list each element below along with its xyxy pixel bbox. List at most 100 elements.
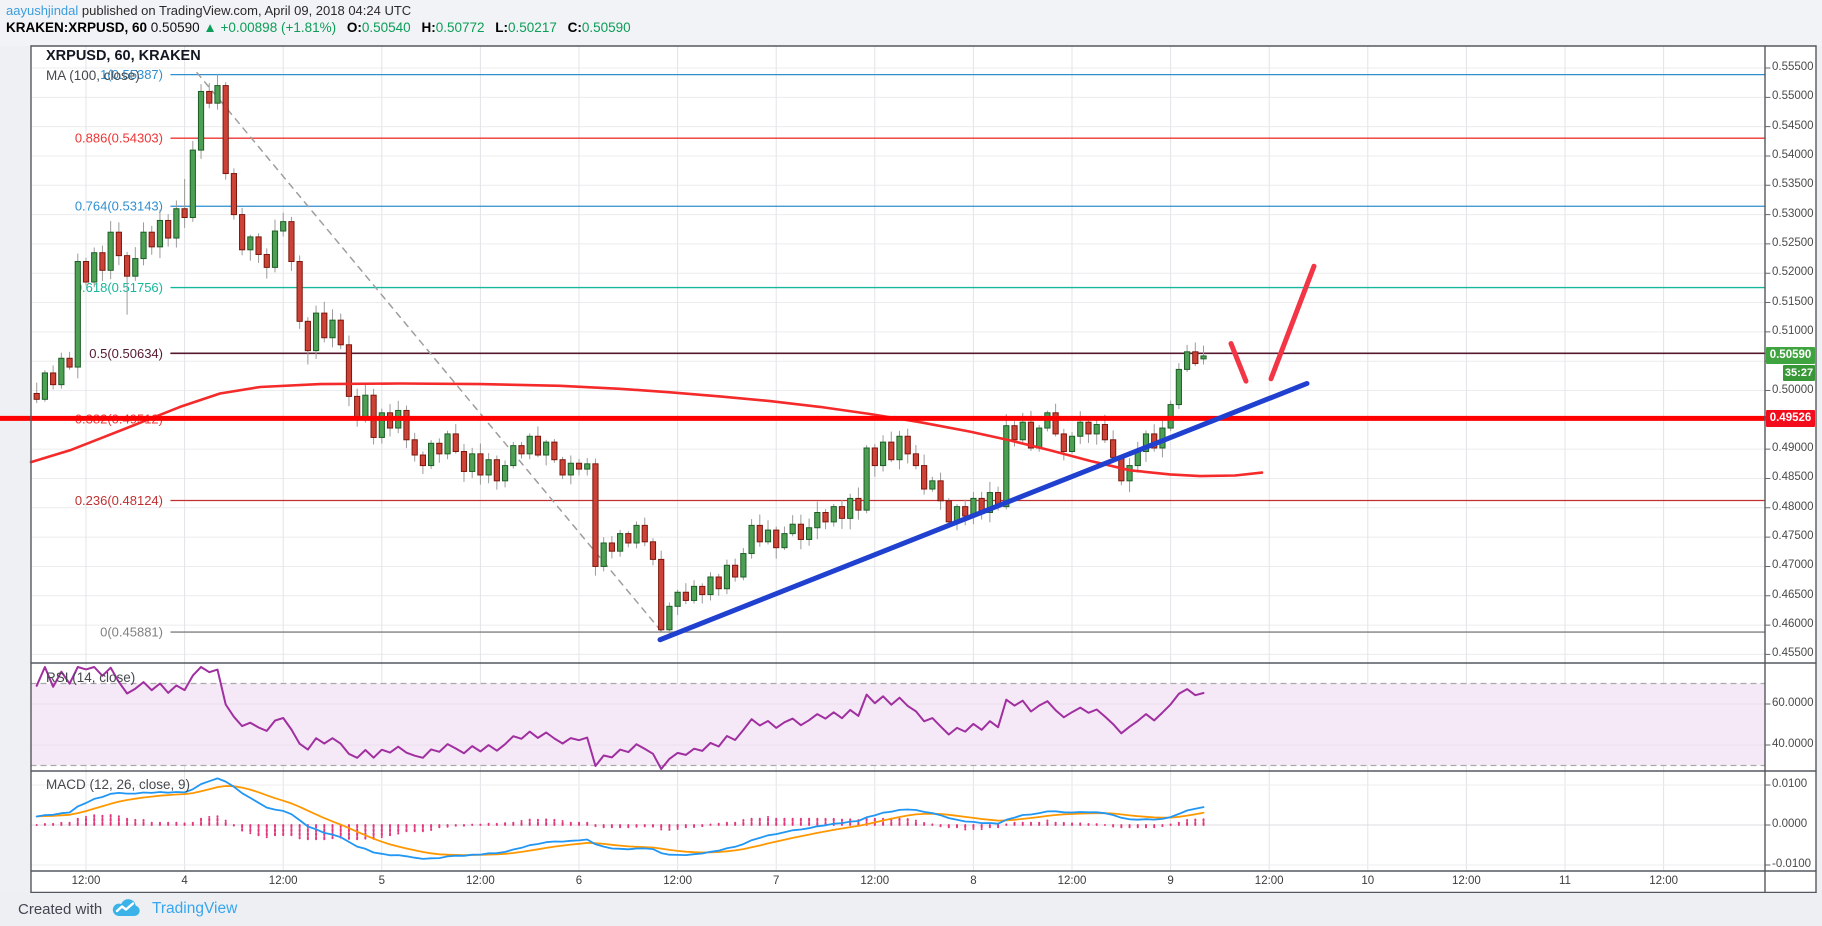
price-axis-label[interactable]: 0.46500: [1772, 588, 1814, 601]
macd-axis-label[interactable]: 0.0100: [1772, 778, 1808, 790]
price-axis-label[interactable]: 0.54500: [1772, 119, 1814, 132]
red-breakout-arrow: [1268, 263, 1317, 382]
fib-label: 0.236(0.48124): [75, 493, 163, 508]
candle-body: [592, 463, 599, 567]
candle-body: [732, 564, 739, 578]
fib-label: 0.764(0.53143): [75, 199, 163, 214]
rsi-axis-label[interactable]: 40.0000: [1772, 738, 1814, 750]
time-axis-label[interactable]: 12:00: [466, 875, 495, 887]
candle-body: [1052, 412, 1059, 435]
macd-legend[interactable]: MACD (12, 26, close, 9): [46, 777, 191, 792]
candle-body: [748, 524, 755, 555]
time-axis-label[interactable]: 7: [772, 875, 780, 887]
candle-body: [945, 500, 952, 523]
candle-body: [641, 524, 648, 543]
price-axis-label[interactable]: 0.46000: [1772, 618, 1814, 631]
author-link[interactable]: aayushjindal: [6, 3, 79, 18]
price-axis-label[interactable]: 0.54000: [1772, 148, 1814, 161]
candle-body: [428, 442, 435, 467]
price-axis-label[interactable]: 0.55000: [1772, 90, 1814, 103]
candle-body: [847, 497, 854, 519]
candle-body: [1068, 435, 1076, 453]
candle-body: [649, 541, 657, 560]
price-axis-label[interactable]: 0.48000: [1772, 500, 1814, 513]
candle-body: [50, 372, 57, 386]
tradingview-logo-icon: [112, 899, 140, 917]
rsi-axis-label[interactable]: 60.0000: [1772, 697, 1814, 709]
price-axis-label[interactable]: 0.53000: [1772, 207, 1814, 220]
candle-body: [584, 463, 591, 470]
open-value: 0.50540: [361, 20, 411, 35]
price-axis-label[interactable]: 0.45500: [1772, 647, 1814, 660]
rsi-legend[interactable]: RSI (14, close): [46, 670, 136, 685]
time-axis-label[interactable]: 6: [575, 875, 583, 887]
candle-body: [452, 433, 459, 453]
candle-body: [280, 221, 287, 232]
price-axis-label[interactable]: 0.53500: [1772, 178, 1814, 191]
price-axis-label[interactable]: 0.51500: [1772, 295, 1814, 308]
candle-body: [436, 442, 443, 455]
candle-body: [723, 564, 731, 590]
candle-body: [501, 465, 509, 482]
time-axis-label[interactable]: 8: [970, 875, 977, 887]
candle-body: [962, 506, 969, 517]
time-axis-label[interactable]: 12:00: [1649, 875, 1678, 887]
price-axis-label[interactable]: 0.52500: [1772, 236, 1814, 249]
time-axis-label[interactable]: 12:00: [1452, 875, 1481, 887]
candle-body: [493, 459, 500, 482]
candle-body: [99, 252, 106, 271]
tradingview-link[interactable]: TradingView: [152, 900, 238, 917]
candle-body: [197, 90, 205, 151]
candle-body: [362, 394, 369, 420]
rsi-line: [35, 666, 1205, 770]
time-axis-label[interactable]: 12:00: [1254, 875, 1284, 887]
price-axis-label[interactable]: 0.49000: [1772, 442, 1814, 455]
candle-body: [822, 511, 829, 523]
time-axis-label[interactable]: 11: [1559, 875, 1571, 887]
price-axis-label[interactable]: 0.47000: [1772, 559, 1814, 572]
price-change: +0.00898 (+1.81%): [220, 20, 337, 35]
candle-body: [74, 261, 81, 368]
time-axis-label[interactable]: 9: [1167, 875, 1174, 887]
candle-body: [156, 219, 164, 248]
candle-body: [288, 221, 295, 263]
time-axis-label[interactable]: 12:00: [663, 875, 692, 887]
candle-body: [715, 576, 722, 590]
candle-body: [1003, 425, 1010, 508]
time-axis-label[interactable]: 5: [378, 875, 385, 887]
candle-body: [1060, 433, 1067, 453]
candle-body: [123, 255, 131, 277]
time-axis-label[interactable]: 10: [1361, 875, 1375, 887]
candle-body: [510, 445, 517, 467]
ma-line: [29, 382, 1264, 478]
candle-body: [830, 506, 837, 523]
price-axis-label[interactable]: 0.55500: [1772, 61, 1814, 73]
ma-legend[interactable]: MA (100, close): [46, 68, 140, 83]
price-axis-label[interactable]: 0.50000: [1772, 383, 1814, 396]
candle-body: [477, 453, 484, 476]
candle-body: [1126, 465, 1133, 482]
time-axis-label[interactable]: 12:00: [71, 875, 101, 887]
candle-body: [222, 85, 229, 175]
candle-body: [189, 149, 196, 219]
high-value: 0.50772: [435, 20, 485, 35]
price-axis-label[interactable]: 0.52000: [1772, 266, 1814, 279]
chart-legend-title[interactable]: XRPUSD, 60, KRAKEN: [46, 48, 201, 64]
time-axis-label[interactable]: 4: [181, 875, 188, 887]
price-axis-label[interactable]: 0.48500: [1772, 471, 1814, 484]
candle-body: [682, 591, 689, 601]
candle-body: [658, 558, 665, 631]
time-axis-label[interactable]: 12:00: [1057, 875, 1087, 887]
macd-axis-label[interactable]: -0.0100: [1772, 858, 1812, 870]
candle-body: [888, 441, 895, 461]
price-axis-label[interactable]: 0.47500: [1772, 530, 1814, 543]
symbol-interval[interactable]: KRAKEN:XRPUSD, 60: [6, 20, 148, 35]
candle-body: [526, 435, 533, 455]
price-axis-label[interactable]: 0.51000: [1772, 324, 1814, 337]
candle-body: [263, 253, 270, 268]
time-axis-label[interactable]: 12:00: [268, 875, 298, 887]
time-axis-label[interactable]: 12:00: [860, 875, 890, 887]
macd-axis-label[interactable]: 0.0000: [1772, 818, 1808, 830]
